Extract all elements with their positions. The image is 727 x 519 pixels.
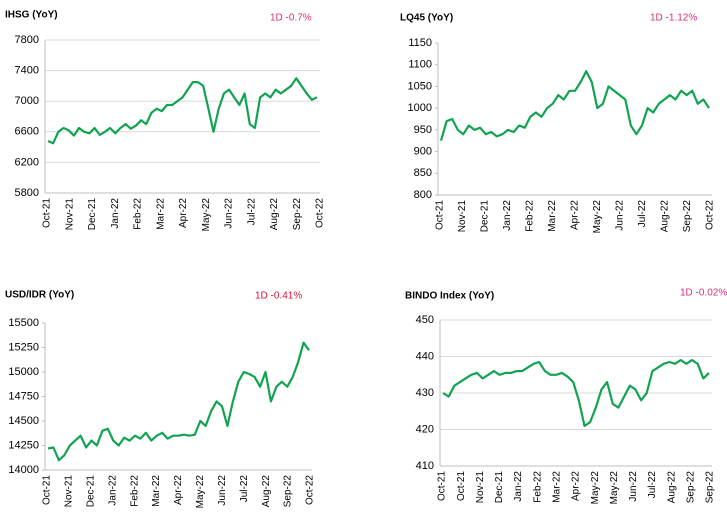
y-tick-label: 14000 (8, 464, 39, 476)
chart-title: LQ45 (YoY) (400, 13, 453, 24)
y-tick-label: 6200 (15, 156, 39, 168)
x-tick-label: Jan-22 (502, 200, 513, 231)
x-tick-label: Mar-22 (155, 198, 166, 230)
x-tick-label: Jul-22 (246, 198, 257, 226)
x-tick-label: Dec-21 (85, 475, 96, 508)
x-tick-label: May-22 (609, 471, 620, 505)
x-tick-label: Apr-22 (173, 475, 184, 505)
x-tick-label: Oct-21 (42, 198, 53, 228)
x-tick-label: Feb-22 (133, 198, 144, 230)
y-tick-label: 850 (414, 167, 432, 179)
x-tick-label: Oct-22 (315, 198, 326, 228)
x-tick-label: Sep-22 (705, 471, 716, 504)
y-tick-label: 6600 (15, 126, 39, 138)
x-tick-label: Oct-21 (456, 471, 467, 501)
y-tick-label: 410 (416, 460, 434, 472)
x-tick-label: Aug-22 (261, 475, 272, 508)
x-tick-label: Nov-21 (64, 198, 75, 231)
x-tick-label: Sep-22 (283, 475, 294, 508)
x-tick-label: Oct-22 (705, 200, 716, 230)
y-tick-label: 15000 (8, 366, 39, 378)
y-tick-label: 1150 (408, 37, 432, 49)
x-tick-label: Feb-22 (532, 471, 543, 503)
x-tick-label: Oct-21 (42, 475, 53, 505)
chart-title: IHSG (YoY) (5, 10, 58, 21)
x-tick-label: Sep-22 (292, 198, 303, 231)
x-tick-label: Nov-21 (64, 475, 75, 508)
x-tick-label: Oct-22 (305, 475, 316, 505)
x-tick-label: Jul-22 (239, 475, 250, 503)
x-tick-label: Jul-22 (647, 471, 658, 499)
x-tick-label: Jul-22 (637, 200, 648, 228)
x-tick-label: Dec-21 (494, 471, 505, 504)
x-tick-label: Mar-22 (547, 200, 558, 232)
y-tick-label: 450 (416, 314, 434, 326)
annotation: 1D -0.02% (680, 288, 727, 299)
x-tick-label: Feb-22 (525, 200, 536, 232)
line-series (439, 70, 710, 142)
y-tick-label: 420 (416, 423, 434, 435)
y-tick-label: 1050 (408, 80, 432, 92)
y-tick-label: 800 (414, 189, 432, 201)
annotation: 1D -0.7% (270, 13, 312, 24)
chart-title: BINDO Index (YoY) (405, 291, 494, 302)
line-series (47, 77, 318, 145)
x-tick-label: Jun-22 (217, 475, 228, 506)
y-tick-label: 1100 (408, 59, 432, 71)
x-tick-label: Oct-21 (437, 471, 448, 501)
chart-title: USD/IDR (YoY) (5, 290, 74, 301)
y-tick-label: 440 (416, 350, 434, 362)
line-series (47, 341, 310, 462)
y-tick-label: 14750 (8, 390, 39, 402)
y-tick-label: 430 (416, 387, 434, 399)
x-tick-label: Jun-22 (628, 471, 639, 502)
y-tick-label: 7400 (15, 65, 39, 77)
line-series (442, 359, 710, 427)
x-tick-label: May-22 (590, 471, 601, 505)
y-tick-label: 14250 (8, 439, 39, 451)
x-tick-label: Jun-22 (615, 200, 626, 231)
y-tick-label: 15500 (8, 317, 39, 329)
x-tick-label: Mar-22 (551, 471, 562, 503)
x-tick-label: Mar-22 (151, 475, 162, 507)
x-tick-label: Jun-22 (224, 198, 235, 229)
x-tick-label: Sep-22 (682, 200, 693, 233)
x-tick-label: Jan-22 (110, 198, 121, 229)
x-tick-label: Aug-22 (666, 471, 677, 504)
x-tick-label: Aug-22 (660, 200, 671, 233)
x-tick-label: Oct-21 (435, 200, 446, 230)
x-tick-label: Feb-22 (129, 475, 140, 507)
x-tick-label: May-22 (592, 200, 603, 234)
y-tick-label: 1000 (408, 102, 432, 114)
annotation: 1D -0.41% (255, 291, 302, 302)
x-tick-label: Jan-22 (107, 475, 118, 506)
y-tick-label: 5800 (15, 187, 39, 199)
x-tick-label: Apr-22 (571, 471, 582, 501)
x-tick-label: Sep-22 (685, 471, 696, 504)
y-tick-label: 900 (414, 145, 432, 157)
y-tick-label: 950 (414, 124, 432, 136)
x-tick-label: Nov-21 (475, 471, 486, 504)
x-tick-label: May-22 (201, 198, 212, 232)
x-tick-label: Apr-22 (178, 198, 189, 228)
x-tick-label: Dec-21 (480, 200, 491, 233)
y-tick-label: 7000 (15, 95, 39, 107)
y-tick-label: 7800 (15, 34, 39, 46)
y-tick-label: 14500 (8, 415, 39, 427)
y-tick-label: 15250 (8, 341, 39, 353)
x-tick-label: May-22 (195, 475, 206, 509)
x-tick-label: Aug-22 (269, 198, 280, 231)
x-tick-label: Nov-21 (457, 200, 468, 233)
x-tick-label: Jan-22 (513, 471, 524, 502)
x-tick-label: Apr-22 (570, 200, 581, 230)
x-tick-label: Dec-21 (87, 198, 98, 231)
annotation: 1D -1.12% (650, 13, 697, 24)
